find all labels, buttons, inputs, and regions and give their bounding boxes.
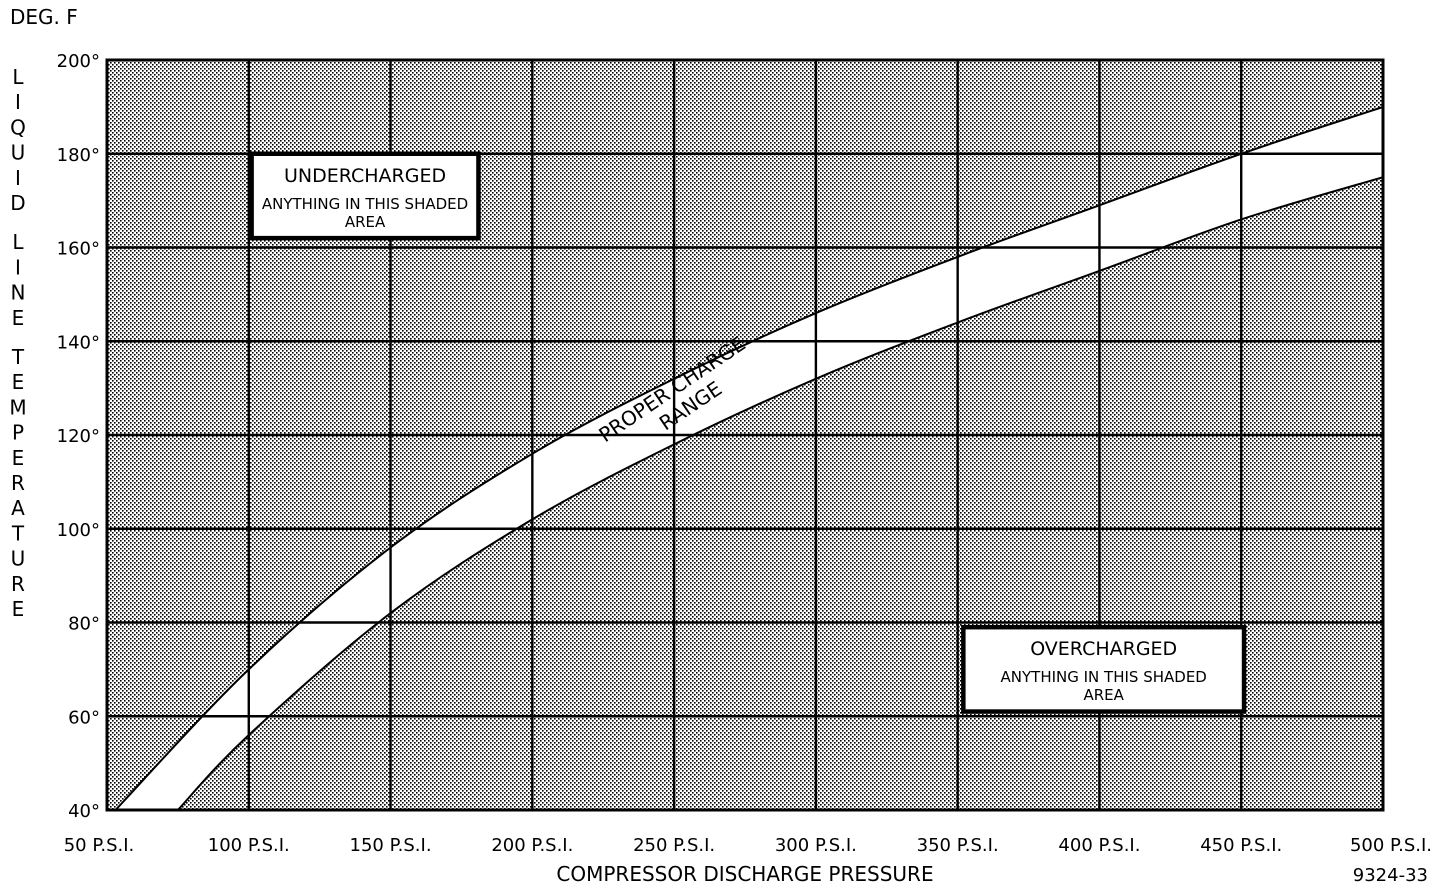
y-tick-labels: 40° 60° 80° 100° 120° 140° 160° 180° 200°: [57, 51, 100, 822]
x-tick-label-0: 50 P.S.I.: [64, 835, 135, 856]
x-tick-label-1: 100 P.S.I.: [208, 835, 290, 856]
x-tick-label-6: 350 P.S.I.: [917, 835, 999, 856]
y-axis-label-letter: I: [15, 90, 21, 114]
y-axis-label-letter: U: [11, 141, 26, 165]
x-tick-label-8: 450 P.S.I.: [1200, 835, 1282, 856]
y-axis-label-letter: E: [12, 370, 25, 394]
series-upper-line: [114, 105, 1383, 810]
y-axis-label-letter: N: [11, 281, 26, 305]
y-axis-label-letter: D: [10, 191, 25, 215]
figure-id: 9324-33: [1353, 865, 1428, 886]
y-axis-label-letter: R: [11, 471, 25, 495]
plot-border: [105, 58, 1385, 812]
region-title: OVERCHARGED: [1030, 638, 1177, 660]
x-axis-label: COMPRESSOR DISCHARGE PRESSURE: [556, 862, 933, 886]
region-box-frame: [249, 151, 481, 241]
y-tick-label-1: 60°: [68, 707, 100, 728]
y-axis-label-letter: T: [11, 521, 25, 545]
y-axis-label-letter: M: [9, 395, 26, 419]
region-subtitle: ANYTHING IN THIS SHADED: [262, 195, 468, 213]
x-tick-label-4: 250 P.S.I.: [633, 835, 715, 856]
series-lower-line: [177, 176, 1383, 810]
region-title: UNDERCHARGED: [284, 165, 446, 187]
y-tick-label-4: 120°: [57, 426, 100, 447]
x-tick-label-3: 200 P.S.I.: [491, 835, 573, 856]
y-axis-label-letter: E: [12, 597, 25, 621]
x-tick-label-2: 150 P.S.I.: [350, 835, 432, 856]
y-axis-label-letter: P: [12, 421, 24, 445]
series-lines: [114, 105, 1383, 810]
y-axis-label-letter: T: [11, 345, 25, 369]
region-subtitle: AREA: [1083, 686, 1124, 704]
y-tick-label-6: 160°: [57, 239, 100, 260]
y-tick-label-0: 40°: [68, 801, 100, 822]
y-axis-label-letter: Q: [10, 115, 26, 139]
y-axis-label-letter: L: [12, 65, 24, 89]
y-axis-unit: DEG. F: [10, 5, 78, 29]
x-tick-labels: 50 P.S.I. 100 P.S.I. 150 P.S.I. 200 P.S.I. 2…: [64, 835, 1432, 856]
y-tick-label-7: 180°: [57, 145, 100, 166]
y-axis-label-letter: E: [12, 306, 25, 330]
y-axis-label-letter: U: [11, 547, 26, 571]
region-subtitle: AREA: [345, 213, 386, 231]
region-subtitle: ANYTHING IN THIS SHADED: [1001, 668, 1207, 686]
y-tick-label-2: 80°: [68, 614, 100, 635]
x-tick-label-7: 400 P.S.I.: [1058, 835, 1140, 856]
y-axis-label-letter: E: [12, 446, 25, 470]
y-axis-label-letter: L: [12, 230, 24, 254]
y-axis-label-letter: I: [15, 166, 21, 190]
region-box-frame: [961, 624, 1247, 714]
y-tick-label-5: 140°: [57, 332, 100, 353]
y-tick-label-8: 200°: [57, 51, 100, 72]
x-tick-label-9: 500 P.S.I.: [1350, 835, 1432, 856]
y-axis-label-letter: I: [15, 255, 21, 279]
y-axis-label-letter: R: [11, 572, 25, 596]
y-tick-label-3: 100°: [57, 520, 100, 541]
x-tick-label-5: 300 P.S.I.: [775, 835, 857, 856]
plot-frame: [105, 58, 1385, 812]
y-axis-label-letter: A: [11, 496, 25, 520]
